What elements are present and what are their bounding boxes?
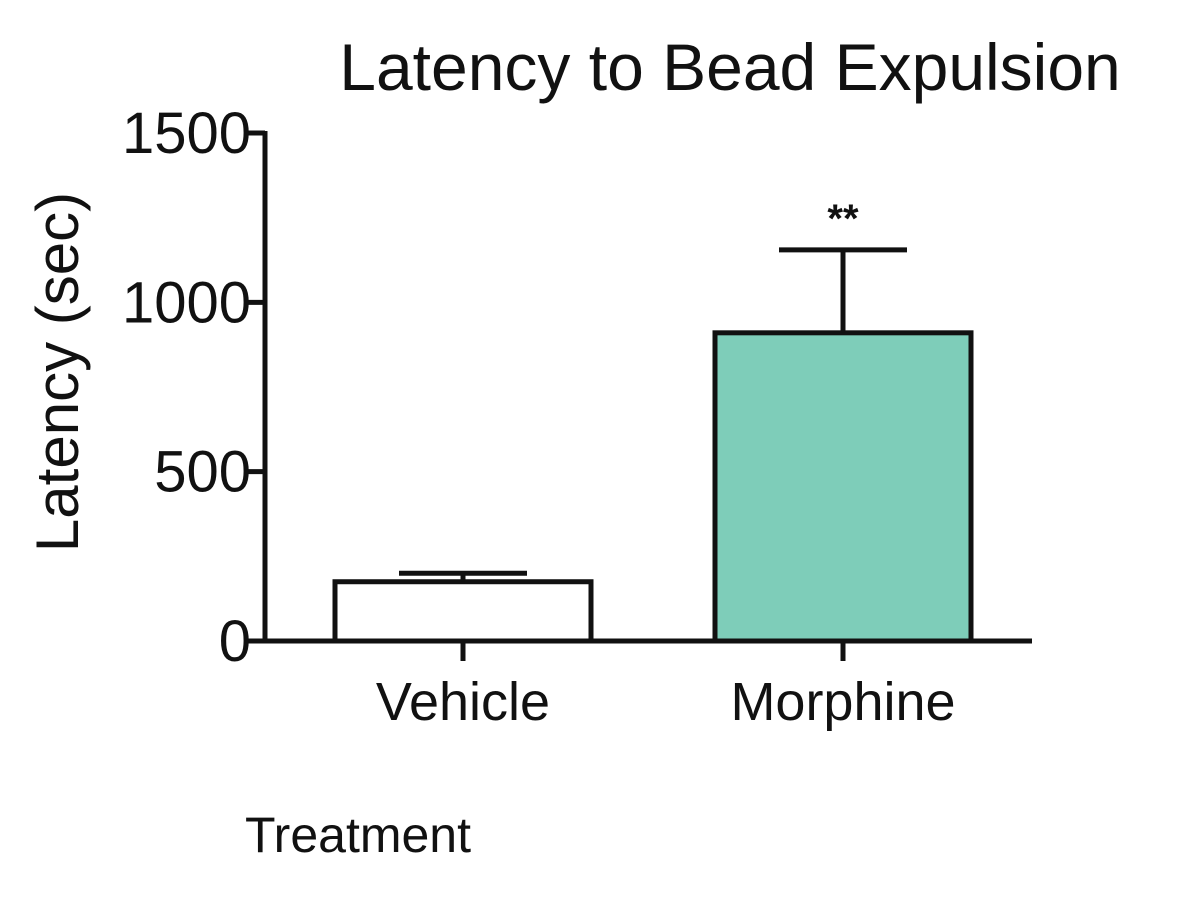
chart-title: Latency to Bead Expulsion [339, 30, 1121, 104]
y-tick-label: 1500 [122, 101, 251, 166]
significance-annotation: ** [827, 197, 859, 241]
bars-group [332, 330, 974, 644]
y-axis-label: Latency (sec) [24, 192, 91, 552]
y-tick-label: 0 [219, 609, 251, 674]
bar-morphine [712, 330, 974, 644]
annotations-group: ** [827, 197, 859, 241]
x-axis-label: Treatment [245, 807, 471, 863]
error-bars-group [399, 247, 907, 582]
x-tick-label: Vehicle [376, 672, 550, 732]
y-axis: 0 500 1000 1500 [122, 101, 268, 674]
x-axis: Vehicle Morphine [263, 638, 1032, 732]
y-tick-label: 1000 [122, 270, 251, 335]
bar-vehicle [332, 579, 594, 644]
x-tick-label: Morphine [730, 672, 955, 732]
y-tick-label: 500 [154, 440, 251, 505]
